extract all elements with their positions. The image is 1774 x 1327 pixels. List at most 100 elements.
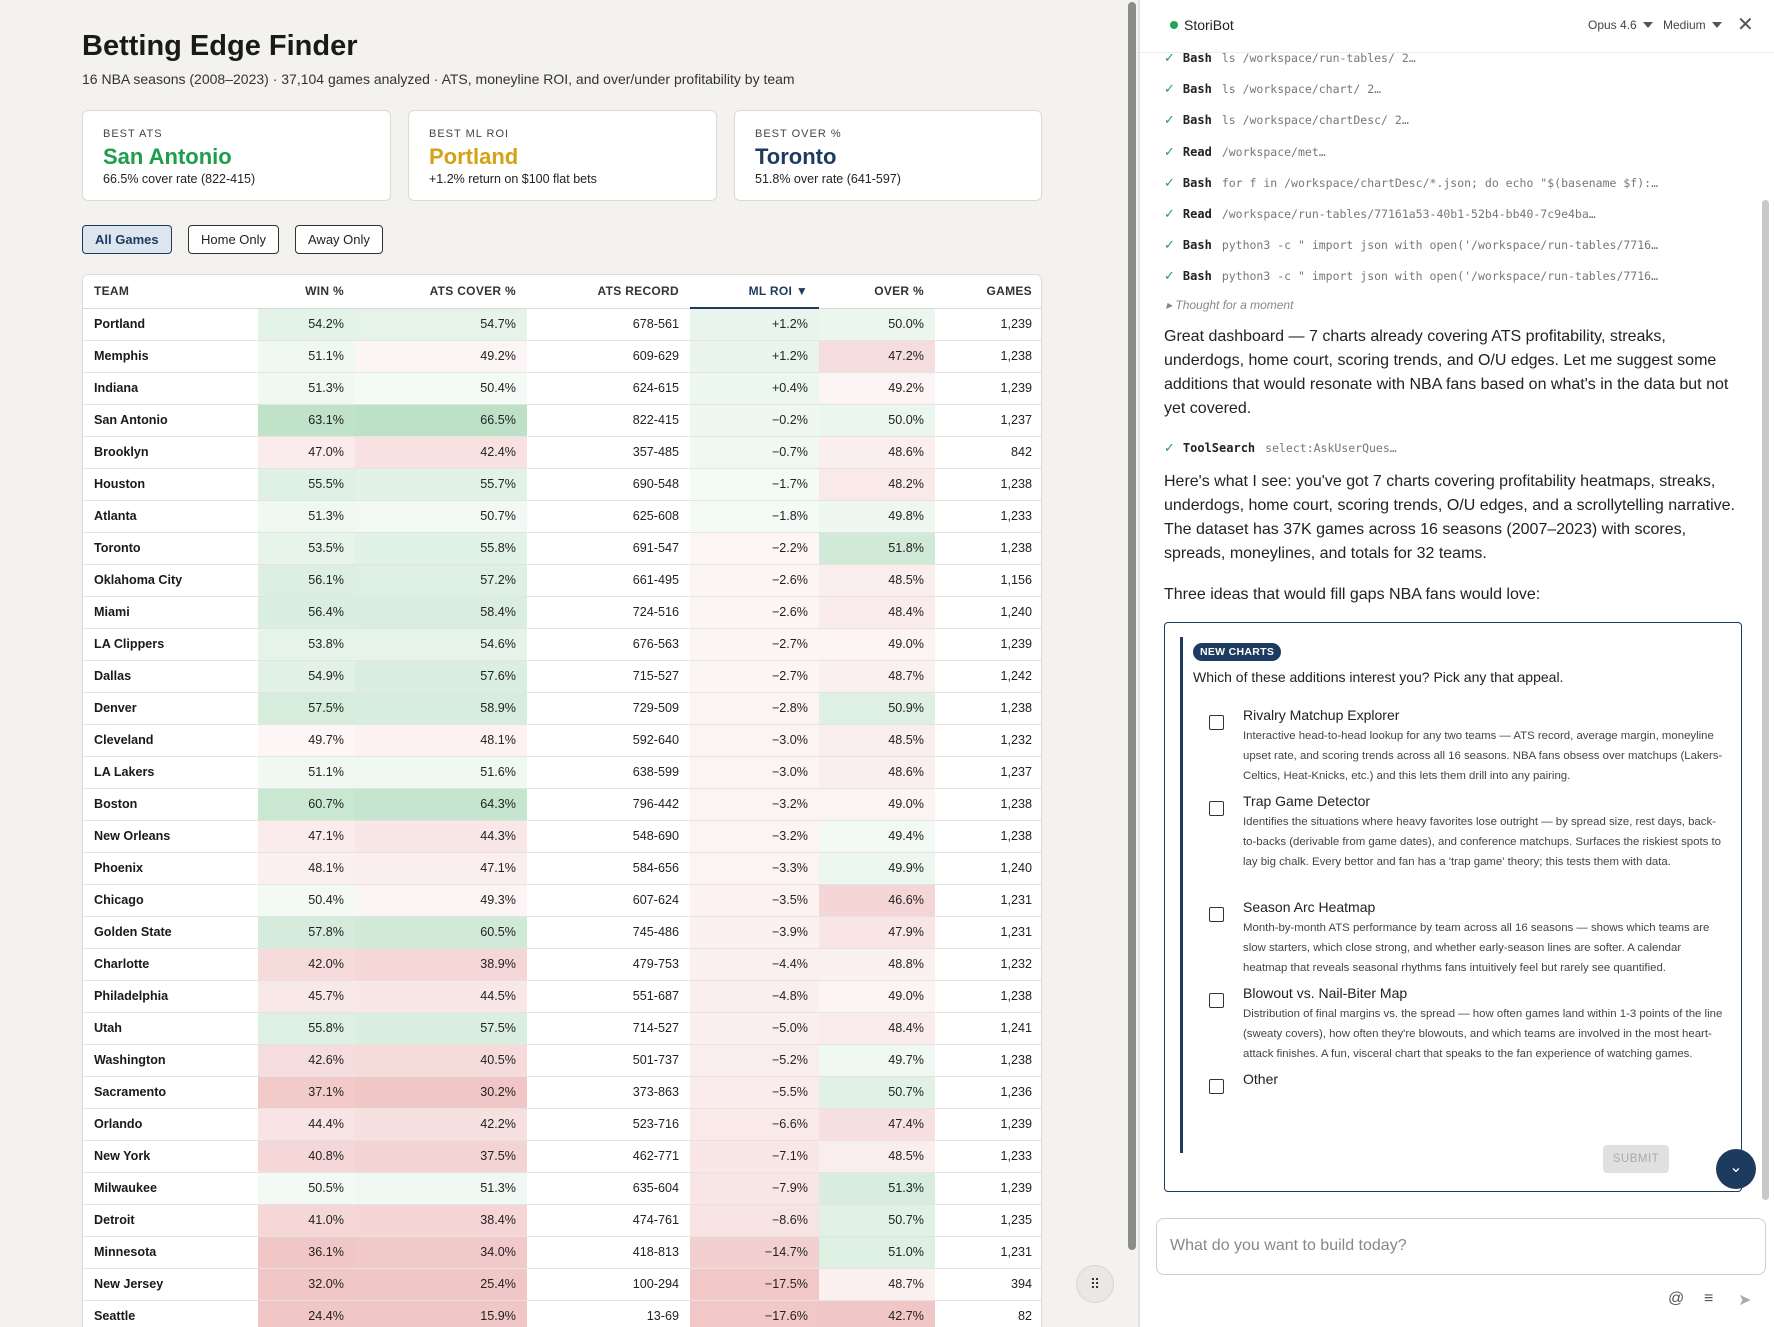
thought-label: Thought for a moment	[1175, 298, 1294, 312]
chat-input[interactable]: What do you want to build today?	[1156, 1218, 1766, 1275]
check-icon: ✓	[1164, 143, 1175, 159]
ml-roi: −3.3%	[690, 852, 819, 885]
table-row[interactable]: Denver 57.5% 58.9% 729-509 −2.8% 50.9% 1,238	[83, 692, 1041, 725]
over-pct: 51.8%	[819, 532, 935, 565]
table-row[interactable]: San Antonio 63.1% 66.5% 822-415 −0.2% 50.0% 1,…	[83, 404, 1041, 437]
table-row[interactable]: Orlando 44.4% 42.2% 523-716 −6.6% 47.4% 1,239	[83, 1108, 1041, 1141]
filter-home-only-button[interactable]: Home Only	[188, 225, 280, 254]
table-row[interactable]: Philadelphia 45.7% 44.5% 551-687 −4.8% 49.0% 1…	[83, 980, 1041, 1013]
games: 1,238	[935, 788, 1041, 821]
thought-toggle[interactable]: ▸ Thought for a moment	[1166, 298, 1294, 312]
ats-cover-pct: 55.7%	[355, 468, 527, 501]
tool-call[interactable]: ✓ Bash ls /workspace/chart/ 2…	[1164, 79, 1381, 99]
col-header-ats-cover[interactable]: ATS COVER %	[355, 275, 527, 309]
table-row[interactable]: Chicago 50.4% 49.3% 607-624 −3.5% 46.6% 1,231	[83, 884, 1041, 917]
table-row[interactable]: Washington 42.6% 40.5% 501-737 −5.2% 49.7% 1,2…	[83, 1044, 1041, 1077]
tool-arg: for f in /workspace/chartDesc/*.json; do…	[1221, 175, 1658, 190]
table-row[interactable]: LA Clippers 53.8% 54.6% 676-563 −2.7% 49.0% 1,…	[83, 628, 1041, 661]
checkbox[interactable]	[1209, 801, 1224, 816]
table-row[interactable]: Charlotte 42.0% 38.9% 479-753 −4.4% 48.8% 1,23…	[83, 948, 1041, 981]
close-icon[interactable]: ✕	[1737, 14, 1754, 36]
table-row[interactable]: Portland 54.2% 54.7% 678-561 +1.2% 50.0% 1,239	[83, 308, 1041, 341]
table-row[interactable]: Oklahoma City 56.1% 57.2% 661-495 −2.6% 48.5%…	[83, 564, 1041, 597]
tool-call[interactable]: ✓ Bash ls /workspace/chartDesc/ 2…	[1164, 110, 1409, 130]
win-pct: 54.2%	[258, 308, 355, 341]
chat-scrollbar[interactable]	[1762, 200, 1769, 1200]
checkbox[interactable]	[1209, 907, 1224, 922]
table-row[interactable]: Phoenix 48.1% 47.1% 584-656 −3.3% 49.9% 1,240	[83, 852, 1041, 885]
table-row[interactable]: Memphis 51.1% 49.2% 609-629 +1.2% 47.2% 1,238	[83, 340, 1041, 373]
tool-call[interactable]: ✓ ToolSearch select:AskUserQues…	[1164, 438, 1397, 458]
checkbox[interactable]	[1209, 715, 1224, 730]
table-row[interactable]: New York 40.8% 37.5% 462-771 −7.1% 48.5% 1,233	[83, 1140, 1041, 1173]
grid-menu-button[interactable]: ⠿	[1076, 1265, 1114, 1303]
table-row[interactable]: New Jersey 32.0% 25.4% 100-294 −17.5% 48.7% 39…	[83, 1268, 1041, 1301]
prompt-list-icon[interactable]: ≡	[1704, 1290, 1714, 1307]
filter-away-only-button[interactable]: Away Only	[295, 225, 383, 254]
team-name: Sacramento	[83, 1076, 258, 1109]
table-row[interactable]: Seattle 24.4% 15.9% 13-69 −17.6% 42.7% 82	[83, 1300, 1041, 1327]
tool-call[interactable]: ✓ Bash ls /workspace/run-tables/ 2…	[1164, 48, 1416, 68]
team-name: Houston	[83, 468, 258, 501]
win-pct: 45.7%	[258, 980, 355, 1013]
model-select[interactable]: Opus 4.6	[1588, 18, 1653, 32]
table-row[interactable]: Cleveland 49.7% 48.1% 592-640 −3.0% 48.5% 1,23…	[83, 724, 1041, 757]
col-header-win-pct[interactable]: WIN %	[258, 275, 355, 309]
table-row[interactable]: Detroit 41.0% 38.4% 474-761 −8.6% 50.7% 1,235	[83, 1204, 1041, 1237]
tool-call[interactable]: ✓ Bash python3 -c " import json with open(…	[1164, 235, 1658, 255]
games: 1,238	[935, 1044, 1041, 1077]
games: 1,236	[935, 1076, 1041, 1109]
col-header-team[interactable]: TEAM	[83, 275, 258, 309]
dashboard-scrollbar[interactable]	[1127, 0, 1138, 1327]
table-row[interactable]: Atlanta 51.3% 50.7% 625-608 −1.8% 49.8% 1,233	[83, 500, 1041, 533]
col-header-games[interactable]: GAMES	[935, 275, 1041, 309]
table-row[interactable]: Sacramento 37.1% 30.2% 373-863 −5.5% 50.7% 1,2…	[83, 1076, 1041, 1109]
table-row[interactable]: Dallas 54.9% 57.6% 715-527 −2.7% 48.7% 1,242	[83, 660, 1041, 693]
tool-call[interactable]: ✓ Read/workspace/run-tables/77161a53-40b1…	[1164, 204, 1596, 224]
tool-arg: ls /workspace/run-tables/ 2…	[1221, 51, 1416, 65]
win-pct: 53.8%	[258, 628, 355, 661]
table-row[interactable]: Brooklyn 47.0% 42.4% 357-485 −0.7% 48.6% 842	[83, 436, 1041, 469]
tool-call[interactable]: ✓ Read/workspace/met…	[1164, 142, 1326, 162]
ml-roi: −5.2%	[690, 1044, 819, 1077]
over-pct: 48.6%	[819, 756, 935, 789]
table-row[interactable]: Milwaukee 50.5% 51.3% 635-604 −7.9% 51.3% 1,23…	[83, 1172, 1041, 1205]
tool-name: Bash	[1182, 238, 1212, 253]
mention-icon[interactable]: @	[1668, 1290, 1685, 1307]
col-header-over-pct[interactable]: OVER %	[819, 275, 935, 309]
col-header-ml-roi[interactable]: ML ROI ▼	[690, 275, 819, 309]
win-pct: 47.0%	[258, 436, 355, 469]
games: 1,238	[935, 980, 1041, 1013]
table-row[interactable]: Toronto 53.5% 55.8% 691-547 −2.2% 51.8% 1,238	[83, 532, 1041, 565]
games: 394	[935, 1268, 1041, 1301]
panel-divider[interactable]	[1138, 0, 1140, 1327]
table-row[interactable]: Miami 56.4% 58.4% 724-516 −2.6% 48.4% 1,240	[83, 596, 1041, 629]
question-text: Which of these additions interest you? P…	[1193, 669, 1564, 685]
team-name: Oklahoma City	[83, 564, 258, 597]
table-row[interactable]: Boston 60.7% 64.3% 796-442 −3.2% 49.0% 1,238	[83, 788, 1041, 821]
table-row[interactable]: LA Lakers 51.1% 51.6% 638-599 −3.0% 48.6% 1,23…	[83, 756, 1041, 789]
ats-cover-pct: 38.9%	[355, 948, 527, 981]
team-name: Philadelphia	[83, 980, 258, 1013]
table-row[interactable]: Indiana 51.3% 50.4% 624-615 +0.4% 49.2% 1,239	[83, 372, 1041, 405]
over-pct: 47.9%	[819, 916, 935, 949]
filter-all-games-button[interactable]: All Games	[82, 225, 172, 254]
checkbox[interactable]	[1209, 1079, 1224, 1094]
effort-select[interactable]: Medium	[1663, 18, 1722, 32]
card-note: +1.2% return on $100 flat bets	[429, 172, 597, 186]
checkbox[interactable]	[1209, 993, 1224, 1008]
table-row[interactable]: New Orleans 47.1% 44.3% 548-690 −3.2% 49.4% 1,…	[83, 820, 1041, 853]
table-row[interactable]: Minnesota 36.1% 34.0% 418-813 −14.7% 51.0% 1,2…	[83, 1236, 1041, 1269]
submit-button[interactable]: SUBMIT	[1603, 1145, 1669, 1173]
tool-call[interactable]: ✓ Bash for f in /workspace/chartDesc/*.jso…	[1164, 173, 1658, 193]
scroll-down-button[interactable]: ⌄	[1716, 1149, 1756, 1189]
table-row[interactable]: Golden State 57.8% 60.5% 745-486 −3.9% 47.9% 1…	[83, 916, 1041, 949]
scrollbar-thumb[interactable]	[1128, 2, 1136, 1250]
col-header-ats-record[interactable]: ATS RECORD	[527, 275, 690, 309]
games: 82	[935, 1300, 1041, 1327]
table-row[interactable]: Houston 55.5% 55.7% 690-548 −1.7% 48.2% 1,238	[83, 468, 1041, 501]
send-icon[interactable]: ➤	[1738, 1292, 1752, 1309]
tool-call[interactable]: ✓ Bash python3 -c " import json with open(…	[1164, 266, 1658, 286]
model-label: Opus 4.6	[1588, 18, 1637, 32]
table-row[interactable]: Utah 55.8% 57.5% 714-527 −5.0% 48.4% 1,241	[83, 1012, 1041, 1045]
